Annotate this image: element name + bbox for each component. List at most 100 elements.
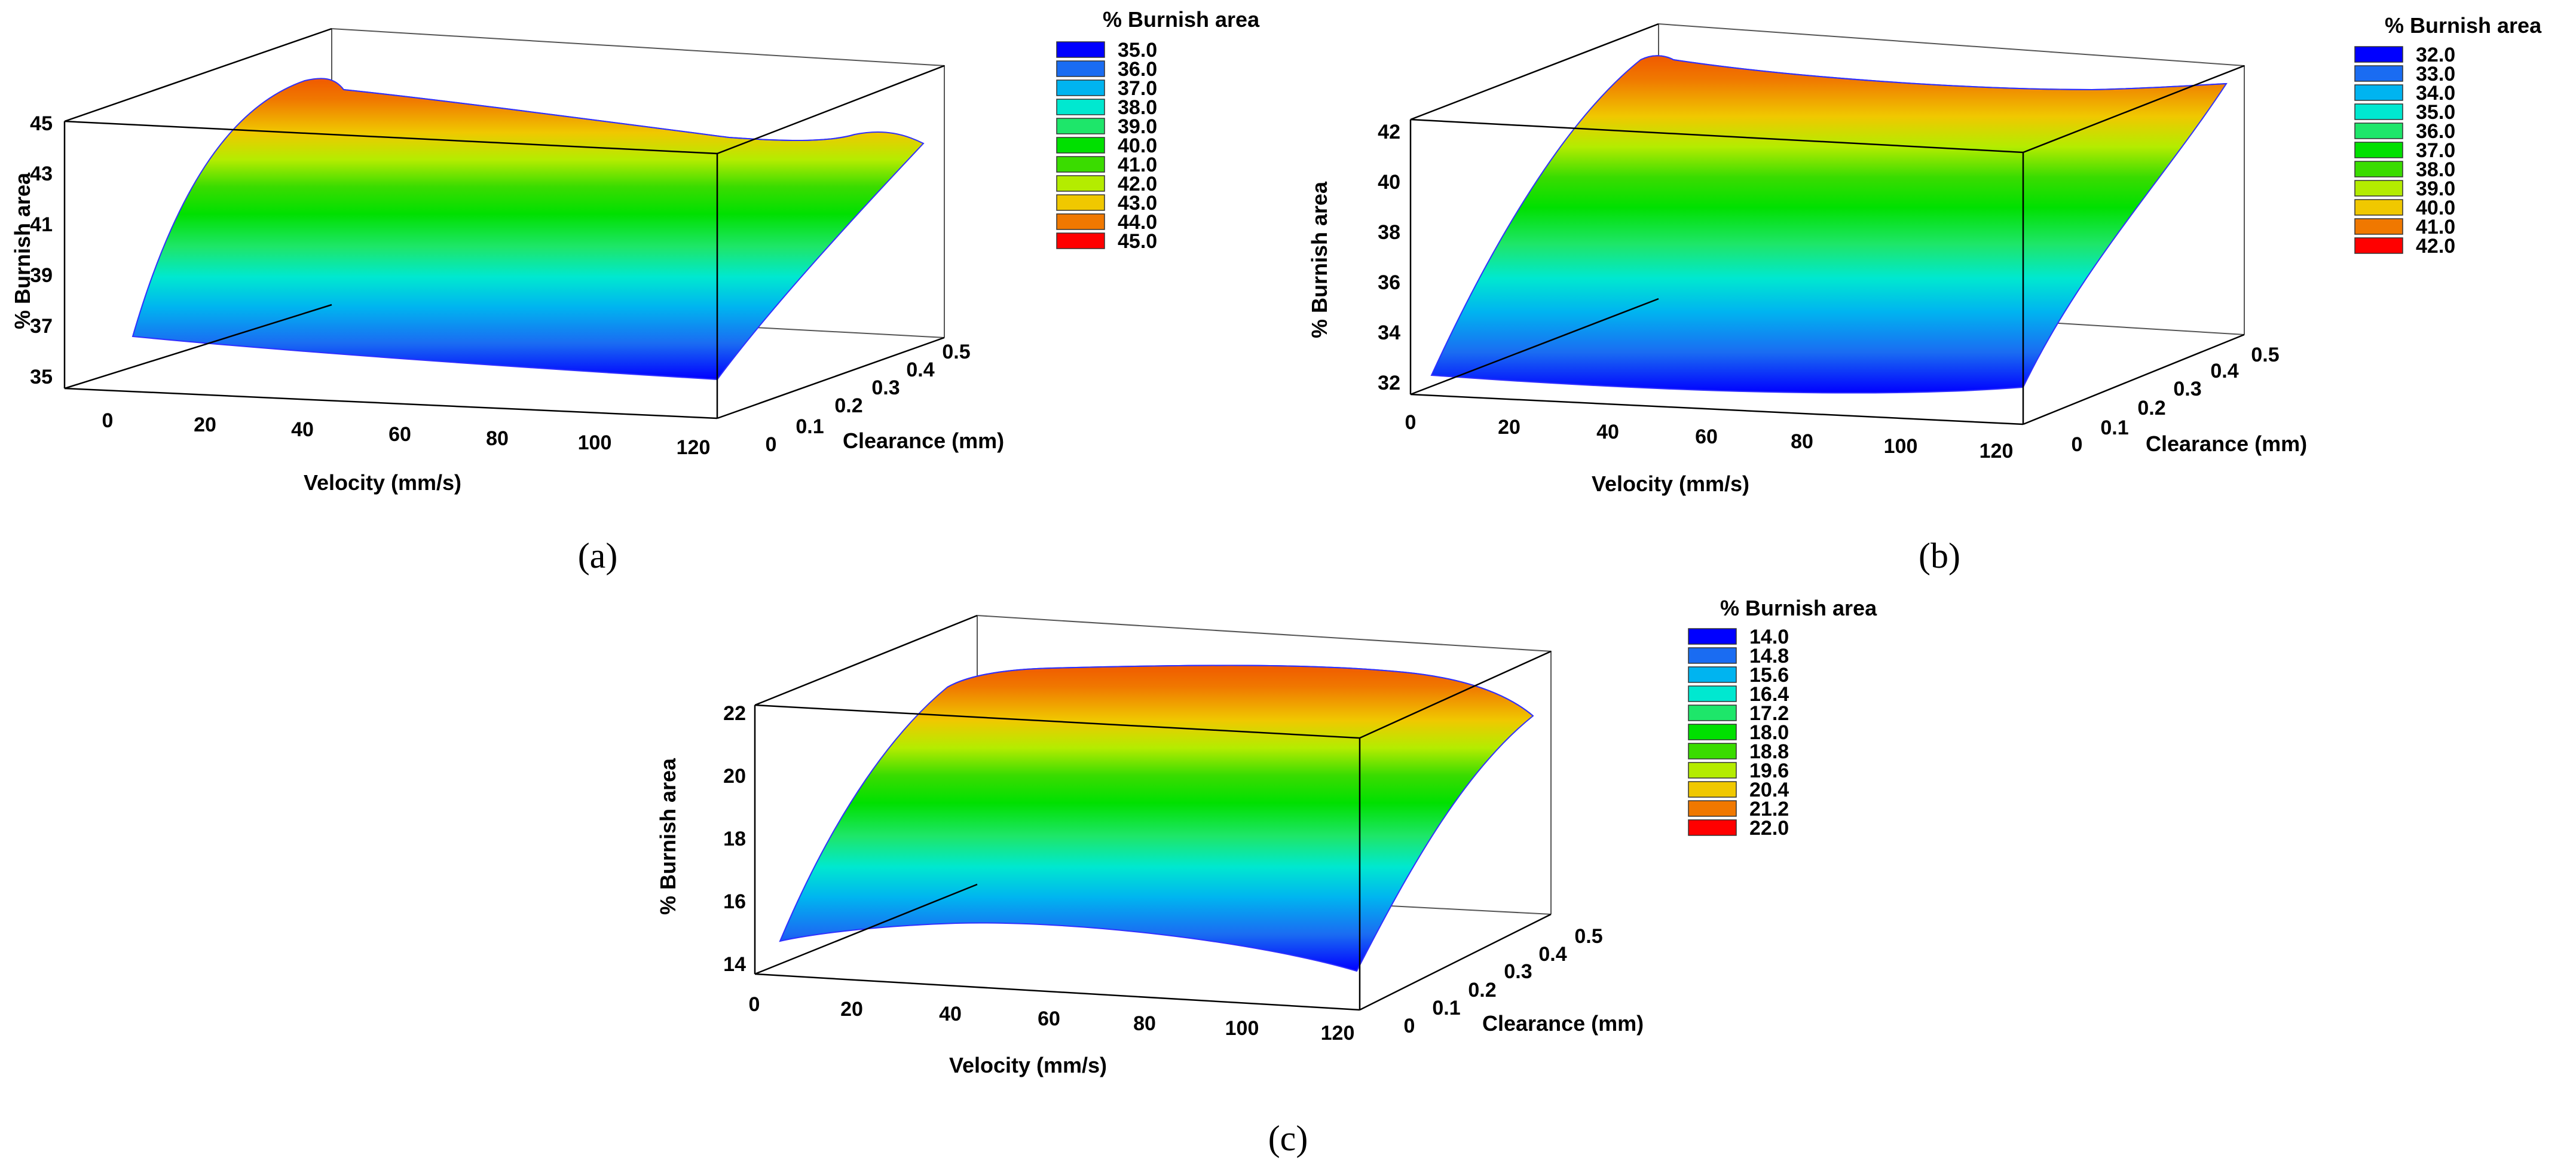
panel-c-legend-swatch [1688, 647, 1737, 664]
panel-b-velocity-axis [1410, 393, 2024, 425]
panel-c-legend-swatch [1688, 724, 1737, 740]
panel-c-floor-left-edge [754, 883, 978, 975]
panel-a-legend-label: 37.0 [1118, 77, 1157, 100]
panel-b-legend: % Burnish area 32.033.034.035.036.037.03… [2354, 13, 2542, 258]
panel-b-legend-label: 36.0 [2416, 120, 2455, 143]
panel-b-x-tick-5: 100 [1884, 435, 1918, 458]
panel-c-z-tick-1: 16 [723, 890, 746, 913]
panel-a-z-ticks: 35 37 39 41 43 45 [30, 112, 53, 388]
panel-b-y-tick-5: 0.5 [2251, 344, 2279, 366]
panel-c-x-tick-1: 20 [840, 998, 863, 1021]
panel-b-legend-label: 35.0 [2416, 101, 2455, 124]
panel-a-legend-swatch [1056, 137, 1105, 154]
panel-c-x-tick-4: 80 [1133, 1012, 1156, 1035]
panel-a-clearance-axis [717, 336, 945, 419]
panel-c-legend-label: 20.4 [1749, 779, 1789, 801]
panel-a-x-tick-1: 20 [194, 414, 216, 436]
panel-b-legend-label: 40.0 [2416, 197, 2455, 219]
panel-c-legend-swatch [1688, 705, 1737, 721]
panel-b-ridge-line [1640, 55, 2227, 91]
panel-c-x-label: Velocity (mm/s) [949, 1053, 1107, 1077]
panel-c-legend-label: 18.8 [1749, 740, 1789, 763]
panel-b-legend-swatch [2354, 122, 2403, 139]
panel-c-x-tick-0: 0 [749, 993, 760, 1016]
panel-a-legend: % Burnish area 35.036.037.038.039.040.04… [1056, 7, 1260, 253]
panel-b-legend-label: 34.0 [2416, 82, 2455, 105]
panel-a-x-label: Velocity (mm/s) [304, 470, 461, 495]
panel-c-caption: (c) [1268, 1119, 1308, 1158]
panel-c-z-tick-0: 14 [723, 953, 746, 976]
panel-c-z-label: % Burnish area [656, 758, 680, 915]
panel-b-z-tick-1: 34 [1378, 321, 1400, 344]
panel-b-floor-left-edge [1410, 298, 1659, 396]
panel-c-legend-swatch [1688, 666, 1737, 683]
panel-a-legend-swatch [1056, 118, 1105, 134]
panel-b-legend-swatch [2354, 142, 2403, 158]
panel-b-x-tick-4: 80 [1791, 430, 1813, 453]
panel-b-legend-label: 39.0 [2416, 177, 2455, 200]
panel-a-y-label: Clearance (mm) [843, 428, 1004, 453]
panel-c-x-tick-2: 40 [939, 1003, 962, 1025]
panel-a-ridge-line [343, 89, 855, 141]
panel-a-legend-swatch [1056, 60, 1105, 77]
panel-a-legend-swatch [1056, 99, 1105, 115]
panel-c-ridge-line [947, 664, 1534, 716]
panel-a-legend-swatch [1056, 194, 1105, 211]
panel-a-legend-swatch [1056, 213, 1105, 230]
panel-c-x-tick-6: 120 [1321, 1022, 1355, 1045]
panel-b-legend-label: 32.0 [2416, 44, 2455, 66]
panel-c-legend-swatch [1688, 781, 1737, 798]
panel-c-z-tick-4: 22 [723, 702, 746, 725]
panel-a-legend-label: 36.0 [1118, 58, 1157, 81]
panel-c-legend-swatch [1688, 762, 1737, 779]
panel-b-x-ticks: 0 20 40 60 80 100 120 [1405, 411, 2014, 463]
panel-a-surface [131, 78, 925, 381]
panel-c-legend: % Burnish area 14.014.815.616.417.218.01… [1688, 596, 1877, 840]
panel-a-legend-swatch [1056, 175, 1105, 192]
panel-c-x-tick-5: 100 [1225, 1017, 1259, 1040]
panel-c-y-tick-3: 0.3 [1504, 960, 1532, 983]
panel-b-legend-swatch [2354, 46, 2403, 63]
panel-b-top-right-edge [2023, 65, 2245, 154]
panel-a-legend-label: 43.0 [1118, 192, 1157, 215]
panel-c-legend-swatch [1688, 628, 1737, 645]
panel-c-y-tick-4: 0.4 [1538, 943, 1567, 966]
panel-a-z-tick-4: 43 [30, 163, 53, 185]
panel-b-legend-swatch [2354, 199, 2403, 216]
panel-c-legend-label: 16.4 [1749, 683, 1789, 706]
panel-b-legend-label: 33.0 [2416, 63, 2455, 85]
panel-c-legend-label: 14.8 [1749, 645, 1789, 667]
panel-a-legend-swatch [1056, 41, 1105, 58]
panel-a-z-tick-5: 45 [30, 112, 53, 135]
panel-c-legend-label: 18.0 [1749, 721, 1789, 744]
panel-b-legend-swatch [2354, 161, 2403, 177]
panel-c-legend-label: 21.2 [1749, 798, 1789, 820]
panel-b-z-ticks: 32 34 36 38 40 42 [1378, 121, 1400, 394]
panel-a-z-tick-3: 41 [30, 213, 53, 236]
panel-c-velocity-axis [754, 973, 1360, 1011]
panel-b-z-tick-2: 36 [1378, 271, 1400, 294]
panel-c-legend-label: 19.6 [1749, 760, 1789, 782]
panel-b-x-label: Velocity (mm/s) [1592, 471, 1749, 496]
panel-b-x-tick-3: 60 [1695, 425, 1718, 448]
panel-a-z-tick-0: 35 [30, 366, 53, 388]
panel-a-legend-swatch [1056, 232, 1105, 249]
panel-c-legend-swatch [1688, 743, 1737, 760]
panel-b-caption: (b) [1919, 536, 1960, 575]
panel-b-legend-label: 37.0 [2416, 139, 2455, 162]
panel-c-y-tick-1: 0.1 [1432, 997, 1460, 1019]
panel-a-y-tick-1: 0.1 [796, 415, 824, 438]
panel-b: 32 34 36 38 40 42 0 20 40 60 80 100 120 … [1307, 13, 2542, 575]
panel-a-x-tick-6: 120 [677, 436, 711, 459]
panel-b-legend-label: 41.0 [2416, 216, 2455, 238]
panel-a-x-tick-0: 0 [102, 409, 114, 432]
panel-c-y-ticks: 0 0.1 0.2 0.3 0.4 0.5 [1404, 925, 1603, 1037]
panel-a-x-tick-4: 80 [486, 427, 509, 450]
panel-b-x-tick-6: 120 [1980, 440, 2014, 463]
panel-c-y-tick-5: 0.5 [1574, 925, 1602, 948]
panel-b-y-tick-1: 0.1 [2100, 416, 2128, 439]
panel-b-z-label: % Burnish area [1307, 181, 1332, 338]
panel-b-legend-swatch [2354, 103, 2403, 120]
panel-b-z-tick-5: 42 [1378, 121, 1400, 143]
